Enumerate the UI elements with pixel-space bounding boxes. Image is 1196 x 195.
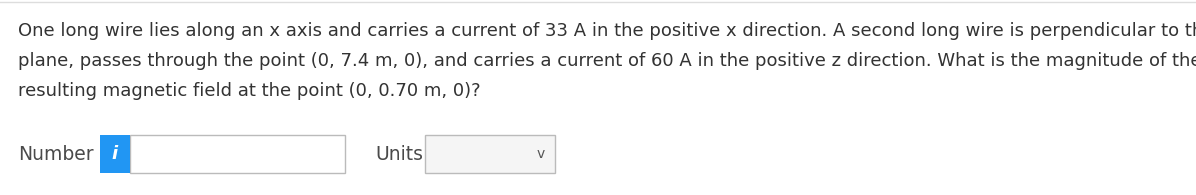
Text: plane, passes through the point (0, 7.4 m, 0), and carries a current of 60 A in : plane, passes through the point (0, 7.4 …	[18, 52, 1196, 70]
Bar	[130, 135, 344, 173]
Bar	[425, 135, 555, 173]
Text: v: v	[537, 147, 545, 161]
Text: Number: Number	[18, 145, 93, 165]
Bar	[100, 135, 130, 173]
Text: One long wire lies along an x axis and carries a current of 33 A in the positive: One long wire lies along an x axis and c…	[18, 22, 1196, 40]
Text: Units: Units	[376, 145, 423, 165]
Text: resulting magnetic field at the point (0, 0.70 m, 0)?: resulting magnetic field at the point (0…	[18, 82, 481, 100]
Text: i: i	[112, 145, 118, 163]
